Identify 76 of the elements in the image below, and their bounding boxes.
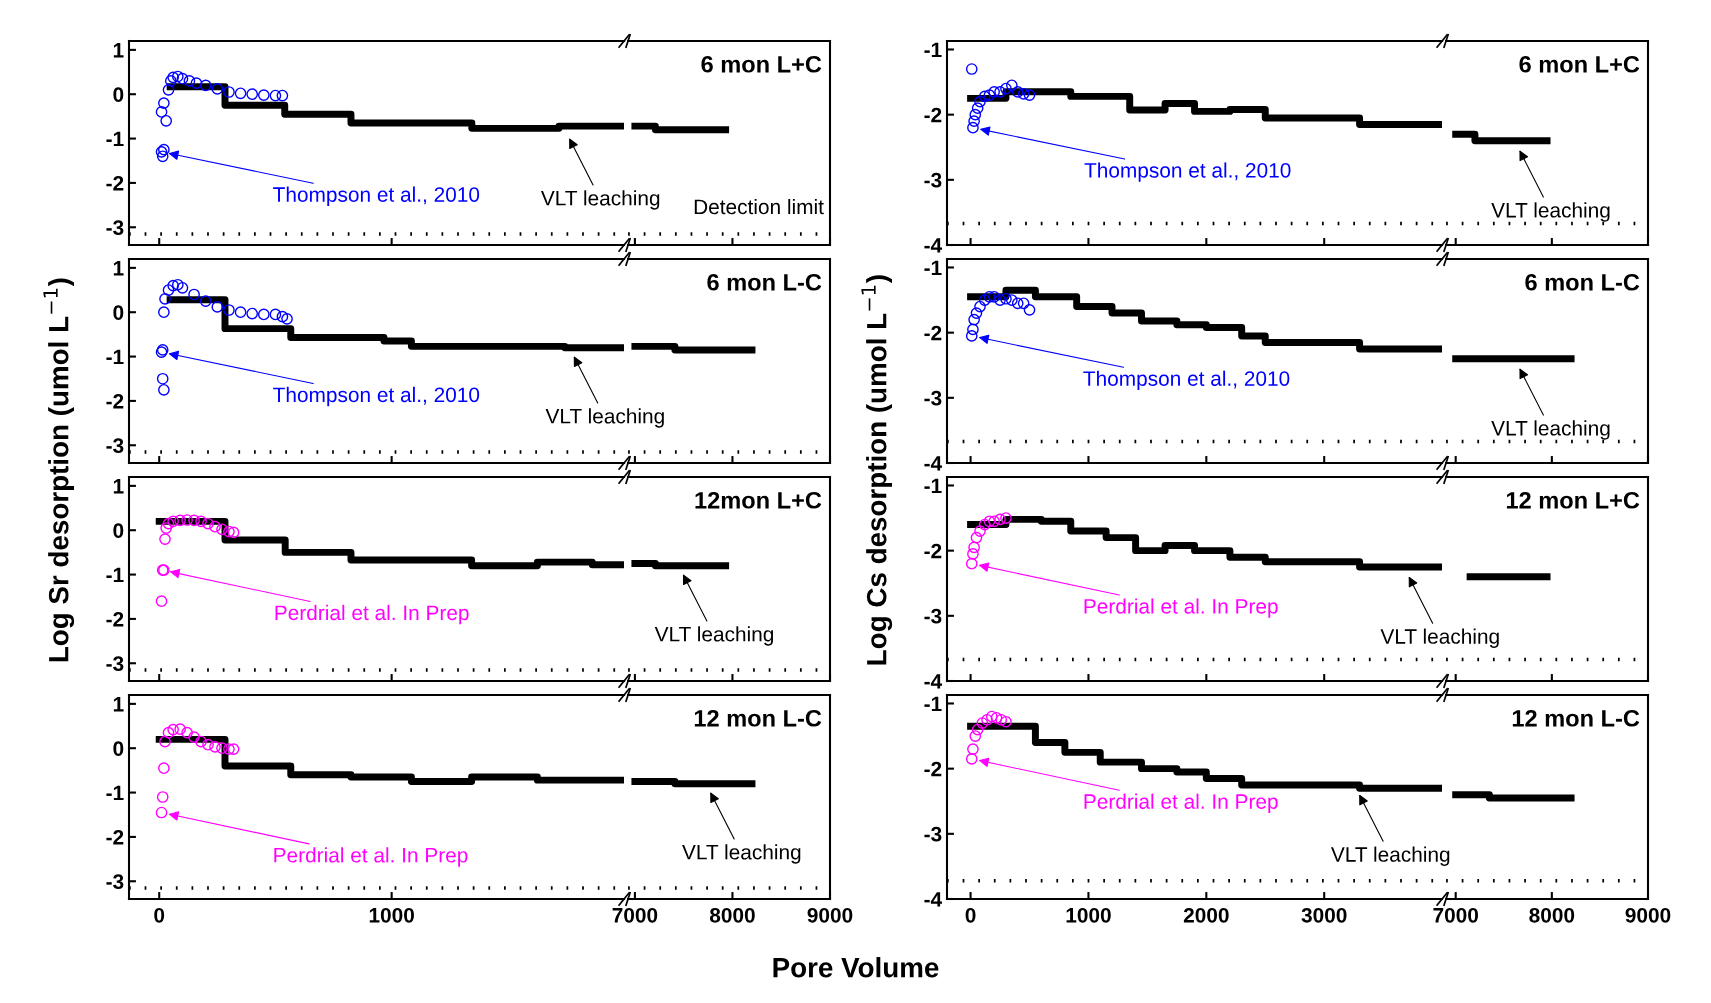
y-tick-label: 0 bbox=[113, 305, 124, 320]
y-tick-label: -1 bbox=[924, 478, 942, 494]
annotation: VLT leaching bbox=[682, 844, 801, 864]
y-tick-label: -2 bbox=[924, 543, 942, 559]
annotation: VLT leaching bbox=[545, 408, 664, 428]
y-tick-label: -1 bbox=[106, 349, 124, 365]
y-tick-label: -1 bbox=[924, 42, 942, 58]
chart-title: 12 mon L-C bbox=[1512, 709, 1640, 727]
x-tick-label: 0 bbox=[154, 907, 165, 923]
annotation: Perdrial et al. In Prep bbox=[274, 847, 468, 867]
y-tick-label: -2 bbox=[106, 393, 124, 409]
y-tick-label: -3 bbox=[106, 656, 124, 672]
chart-title: 6 mon L+C bbox=[1519, 55, 1640, 73]
x-tick-label: 1000 bbox=[1066, 907, 1111, 923]
y-tick-label: -4 bbox=[924, 674, 943, 689]
x-tick-label: 9000 bbox=[807, 907, 853, 923]
annotation: Perdrial et al. In Prep bbox=[1084, 793, 1278, 814]
x-tick-label: 9000 bbox=[1625, 907, 1671, 923]
y-tick-label: 0 bbox=[113, 87, 124, 102]
chart-title: 12 mon L-C bbox=[694, 709, 822, 727]
annotation: Thompson et al., 2010 bbox=[273, 386, 480, 407]
y-tick-label: -3 bbox=[106, 438, 124, 454]
y-tick-label: -1 bbox=[924, 260, 942, 276]
y-tick-label: -1 bbox=[924, 696, 942, 712]
annotation: VLT leaching bbox=[1491, 420, 1610, 440]
y-tick-label: -1 bbox=[106, 567, 124, 583]
annotation: VLT leaching bbox=[654, 626, 774, 646]
x-tick-label: 2000 bbox=[1183, 907, 1229, 923]
y-tick-label: -3 bbox=[924, 390, 942, 406]
y-tick-label: -3 bbox=[924, 826, 942, 842]
x-tick-label: 8000 bbox=[1529, 907, 1575, 923]
y-tick-label: -3 bbox=[924, 608, 942, 624]
y-tick-label: -2 bbox=[924, 107, 942, 123]
y-axis-title: Log Sr desorption (umol L$^{−1}$) bbox=[43, 278, 75, 662]
y-tick-label: -4 bbox=[924, 238, 943, 253]
annotation: VLT leaching bbox=[540, 190, 660, 210]
annotation: VLT leaching bbox=[1331, 846, 1450, 866]
chart-title: 6 mon L+C bbox=[701, 55, 822, 73]
ref-line-label: Detection limit bbox=[694, 198, 824, 215]
y-tick-label: -2 bbox=[106, 829, 124, 845]
annotation: Thompson et al., 2010 bbox=[273, 186, 480, 207]
y-tick-label: -2 bbox=[924, 325, 942, 341]
x-tick-label: 0 bbox=[965, 907, 976, 923]
x-tick-label: 7000 bbox=[612, 907, 658, 923]
y-tick-label: -2 bbox=[924, 761, 942, 777]
y-tick-label: -4 bbox=[924, 892, 943, 907]
y-tick-label: -3 bbox=[106, 220, 124, 236]
y-tick-label: -3 bbox=[106, 874, 124, 890]
x-tick-label: 3000 bbox=[1301, 907, 1347, 923]
annotation: Thompson et al., 2010 bbox=[1084, 162, 1291, 182]
y-tick-label: 0 bbox=[113, 523, 124, 538]
chart-title: 6 mon L-C bbox=[707, 273, 822, 291]
y-tick-label: -1 bbox=[106, 785, 124, 801]
y-tick-label: -3 bbox=[924, 172, 942, 188]
chart-title: 6 mon L-C bbox=[1525, 273, 1640, 291]
chart-title: 12mon L+C bbox=[695, 491, 822, 509]
y-tick-label: 0 bbox=[113, 741, 124, 756]
y-tick-label: -2 bbox=[106, 175, 124, 191]
y-tick-label: -2 bbox=[106, 611, 124, 627]
annotation: Thompson et al., 2010 bbox=[1083, 370, 1290, 391]
annotation: Perdrial et al. In Prep bbox=[1084, 598, 1278, 618]
x-tick-label: 7000 bbox=[1433, 907, 1479, 923]
x-tick-label: 1000 bbox=[369, 907, 414, 923]
y-tick-label: -4 bbox=[924, 456, 943, 471]
annotation: VLT leaching bbox=[1491, 202, 1610, 222]
y-tick-label: 1 bbox=[113, 697, 124, 712]
y-tick-label: 1 bbox=[113, 479, 124, 494]
y-tick-label: 1 bbox=[113, 43, 124, 58]
y-tick-label: -1 bbox=[106, 131, 124, 147]
annotation: VLT leaching bbox=[1380, 628, 1499, 648]
y-axis-title: Log Cs desorption (umol L$^{−1}$) bbox=[861, 275, 893, 665]
annotation: Perdrial et al. In Prep bbox=[275, 604, 469, 625]
chart-title: 12 mon L+C bbox=[1506, 491, 1640, 509]
x-tick-label: 8000 bbox=[709, 907, 755, 923]
x-axis-title: Pore Volume bbox=[773, 957, 939, 978]
y-tick-label: 1 bbox=[113, 261, 124, 276]
